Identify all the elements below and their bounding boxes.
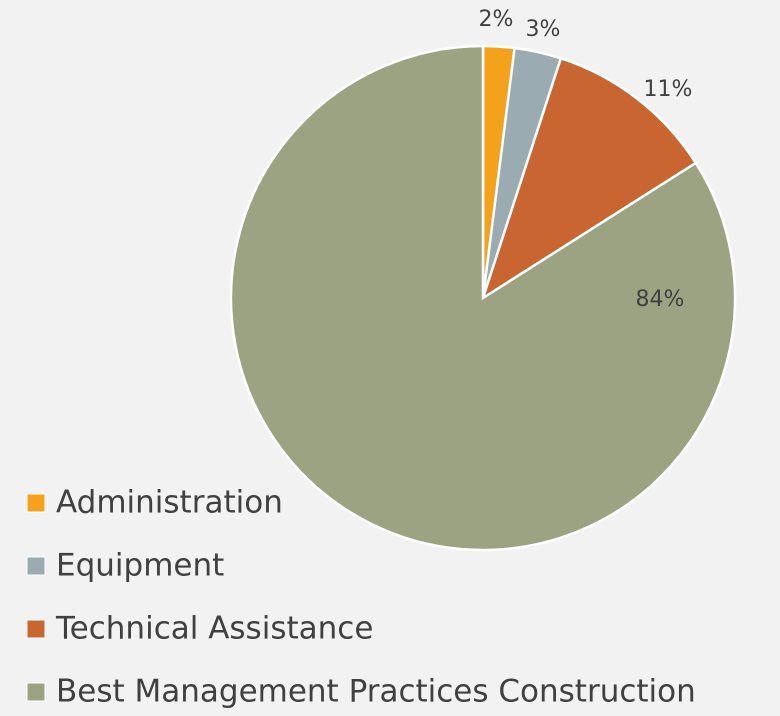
data-label: 84% [636, 287, 685, 312]
pie-slice [229, 44, 737, 552]
legend-label: Technical Assistance [55, 611, 373, 647]
legend-label: Best Management Practices Construction [56, 674, 696, 710]
legend-label: Administration [56, 485, 283, 521]
data-label: 11% [644, 77, 693, 102]
legend-swatch [26, 493, 46, 513]
legend-label: Equipment [56, 548, 224, 584]
pie-slice [480, 56, 698, 301]
data-label: 2% [479, 7, 514, 32]
data-label: 3% [526, 17, 561, 42]
legend-swatch [26, 619, 46, 639]
legend-swatch [26, 682, 46, 702]
legend-swatch [26, 556, 46, 576]
